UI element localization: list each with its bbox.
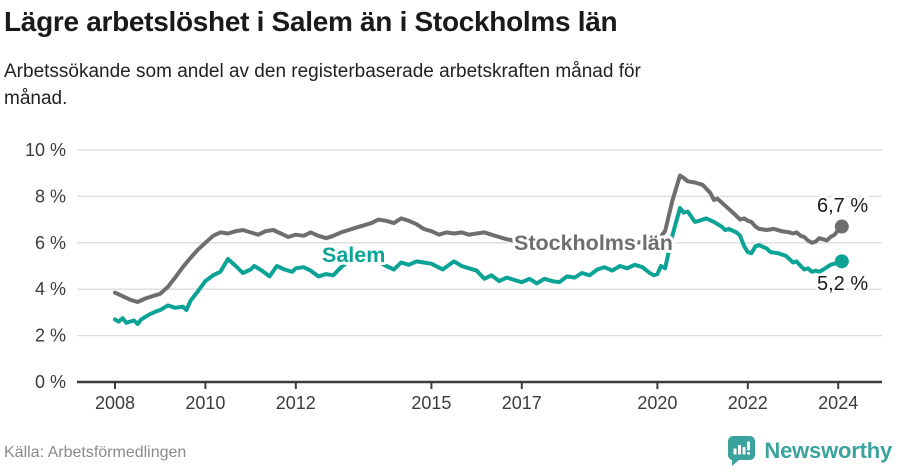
- series-end-dot-stockholms-l-n: [834, 219, 849, 234]
- end-value-label-stockholms-l-n: 6,7 %: [817, 195, 868, 217]
- x-tick-label: 2022: [728, 393, 768, 413]
- series-inline-label-salem: Salem: [322, 243, 385, 267]
- x-tick-label: 2015: [411, 393, 451, 413]
- x-tick-label: 2008: [95, 393, 135, 413]
- chart-subtitle-line1: Arbetssökande som andel av den registerb…: [4, 61, 641, 82]
- chart-subtitle: Arbetssökande som andel av den registerb…: [4, 58, 641, 112]
- brand-name: Newsworthy: [764, 437, 892, 463]
- chart-subtitle-line2: månad.: [4, 88, 68, 109]
- series-line-salem: [113, 206, 844, 326]
- y-tick-label: 6 %: [35, 233, 66, 253]
- x-tick-label: 2024: [818, 393, 858, 413]
- chart-title: Lägre arbetslöshet i Salem än i Stockhol…: [4, 6, 618, 37]
- x-tick-label: 2012: [276, 393, 316, 413]
- y-tick-label: 4 %: [35, 279, 66, 299]
- source-note: Källa: Arbetsförmedlingen: [4, 444, 187, 461]
- y-tick-label: 0 %: [35, 372, 66, 392]
- y-tick-label: 10 %: [25, 140, 66, 160]
- end-value-label-salem: 5,2 %: [817, 273, 868, 295]
- series-inline-label-stockholms-l-n: Stockholms län: [514, 231, 673, 255]
- brand-logo: Newsworthy: [727, 435, 892, 466]
- series-end-dot-salem: [834, 254, 849, 269]
- y-tick-label: 8 %: [35, 186, 66, 206]
- x-tick-label: 2020: [637, 393, 677, 413]
- x-tick-label: 2010: [185, 393, 225, 413]
- y-tick-label: 2 %: [35, 326, 66, 346]
- x-tick-label: 2017: [502, 393, 542, 413]
- bar-chart-exclamation-bubble-icon: [728, 436, 756, 466]
- series-line-stockholms-l-n: [113, 173, 844, 304]
